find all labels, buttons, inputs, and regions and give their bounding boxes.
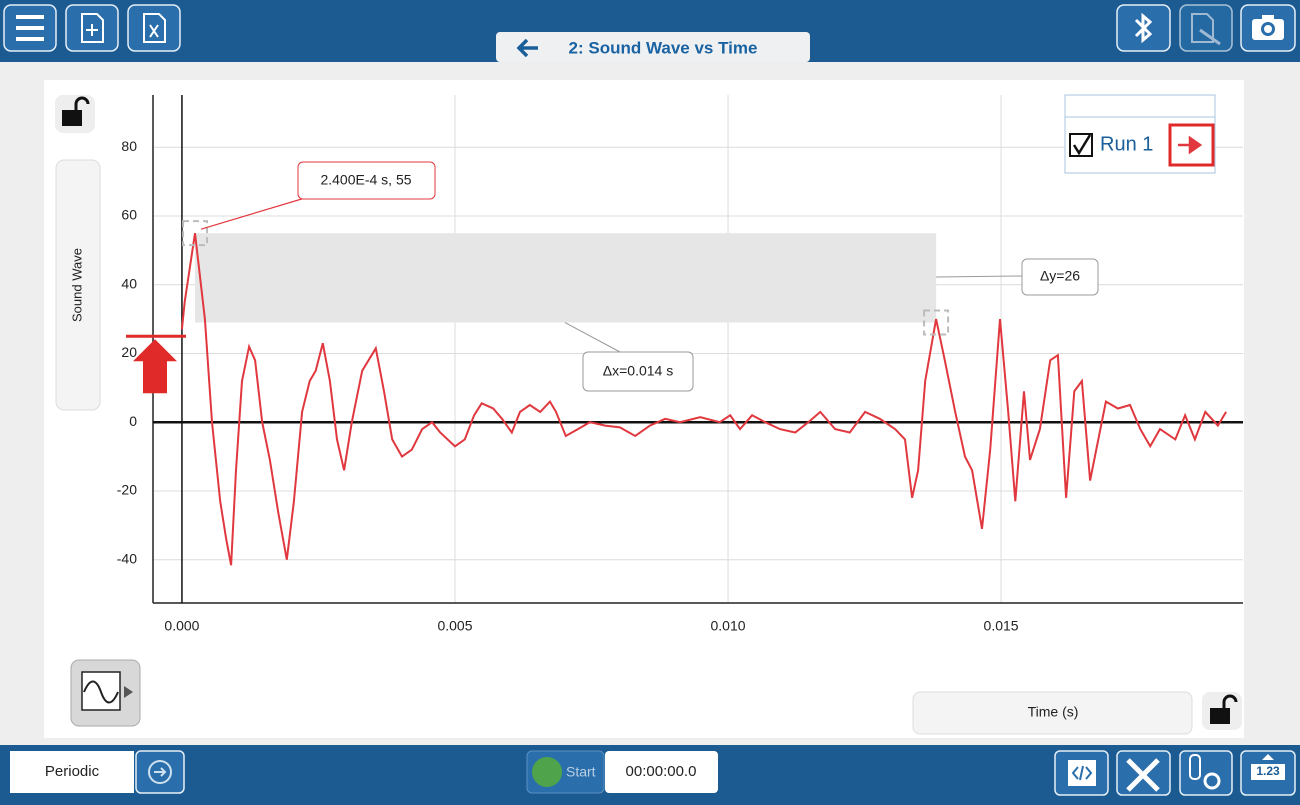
y-axis-button[interactable]	[55, 159, 101, 411]
x-lock[interactable]	[1202, 692, 1242, 730]
dx-connector	[564, 322, 621, 353]
selection-region	[195, 233, 937, 323]
annotate-button[interactable]	[1179, 4, 1233, 52]
cursor-marker	[182, 220, 209, 247]
tools-button[interactable]	[1116, 750, 1171, 796]
x-tick-label: 0.000	[164, 618, 199, 634]
dy-annotation: Δy=26	[1040, 268, 1080, 284]
start-label: Start	[566, 764, 596, 780]
bluetooth-button[interactable]	[1116, 4, 1171, 52]
back-arrow[interactable]	[516, 38, 538, 58]
tab[interactable]	[496, 32, 810, 62]
callout-box	[297, 161, 436, 200]
timer: 00:00:00.0	[626, 763, 697, 780]
graph-type-button[interactable]	[70, 659, 141, 727]
dx-box	[582, 351, 694, 392]
y-tick-label: -20	[117, 482, 137, 498]
new-file-button[interactable]	[65, 4, 119, 52]
mode-button[interactable]	[135, 750, 185, 794]
legend-entry: Run 1	[1100, 133, 1153, 155]
y-tick-label: 0	[129, 413, 137, 429]
dy-connector	[936, 275, 1023, 278]
data-line	[180, 233, 1227, 566]
x-tick-label: 0.010	[711, 618, 746, 634]
dx-annotation: Δx=0.014 s	[603, 363, 673, 379]
y-tick-label: 40	[121, 275, 137, 291]
camera-button[interactable]	[1240, 4, 1296, 52]
callout-line	[200, 197, 306, 230]
mode-box[interactable]	[10, 751, 134, 793]
legend: Run 1	[1064, 94, 1216, 174]
y-lock[interactable]	[55, 95, 95, 133]
dy-box	[1021, 258, 1099, 296]
tab-title: 2: Sound Wave vs Time	[569, 38, 758, 57]
meter-button[interactable]	[1240, 750, 1296, 796]
meter-badge: 1.23	[1256, 764, 1280, 778]
y-axis-label: Sound Wave	[69, 248, 84, 322]
code-button[interactable]	[1054, 750, 1109, 796]
plot: -40 -20 0 20 40 60 80 0.000 0.005 0.010 0.015 2.400…	[117, 95, 1243, 634]
graph-panel	[44, 80, 1244, 738]
start-indicator	[532, 757, 562, 787]
sensor-settings-button[interactable]	[1179, 750, 1233, 796]
export-button[interactable]	[127, 4, 181, 52]
y-tick-label: 20	[121, 344, 137, 360]
x-axis-button[interactable]	[912, 691, 1193, 735]
y-tick-label: 60	[121, 207, 137, 223]
mode-label: Periodic	[45, 763, 100, 780]
legend-run-button[interactable]	[1168, 123, 1215, 167]
x-axis-label: Time (s)	[1028, 704, 1079, 720]
menu-button[interactable]	[3, 4, 57, 52]
cursor-marker	[923, 309, 950, 336]
trigger-arrow	[133, 339, 177, 394]
y-tick-label: -40	[117, 550, 137, 566]
x-tick-label: 0.015	[984, 618, 1019, 634]
x-tick-label: 0.005	[437, 618, 472, 634]
point-annotation: 2.400E-4 s, 55	[320, 172, 411, 188]
y-tick-label: 80	[121, 138, 137, 154]
legend-swatch	[1178, 135, 1203, 155]
timer-box	[605, 751, 718, 793]
